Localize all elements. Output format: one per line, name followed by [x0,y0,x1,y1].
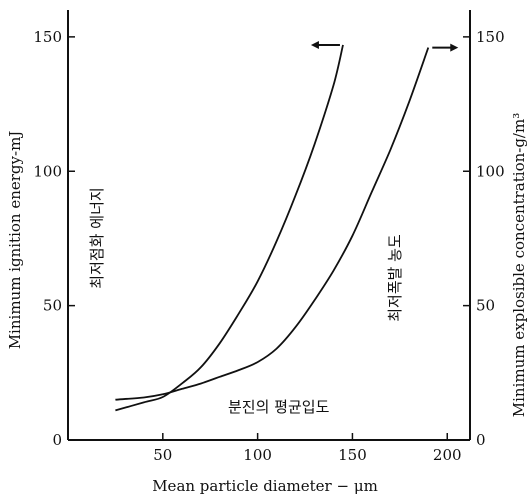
x-tick-label: 200 [433,446,462,464]
y-left-tick-label: 50 [43,297,62,315]
x-tick-label: 150 [338,446,367,464]
y-left-tick-label: 100 [33,162,62,180]
axis-arrows [310,40,459,52]
series-1-line [115,44,344,412]
ignition-energy-annotation: 최저점화 에너지 [88,187,106,288]
arrow-head-icon [450,43,459,52]
explosible-concentration-annotation: 최저폭발 농도 [386,234,404,322]
y-right-axis-title: Minimum explosible concentration-g/m³ [510,113,528,417]
y-left-tick-label: 0 [52,431,62,449]
y-left-ticks: 0 50 100 150 [33,28,75,449]
mean-particle-size-annotation: 분진의 평균입도 [228,398,330,416]
y-left-axis-title: Minimum ignition energy-mJ [6,131,24,350]
y-right-tick-label: 0 [476,431,486,449]
arrow-head-icon [310,40,319,49]
plot-area [67,10,471,441]
x-tick-label: 50 [153,446,172,464]
y-right-tick-label: 50 [476,297,495,315]
series-2-line [115,47,430,401]
x-axis-title: Mean particle diameter − μm [152,477,378,495]
curves [115,44,430,412]
y-right-tick-label: 100 [476,162,505,180]
x-ticks: 50 100 150 200 [153,433,462,464]
x-tick-label: 100 [243,446,272,464]
y-right-ticks: 0 50 100 150 [463,28,505,449]
y-left-tick-label: 150 [33,28,62,46]
y-right-tick-label: 150 [476,28,505,46]
